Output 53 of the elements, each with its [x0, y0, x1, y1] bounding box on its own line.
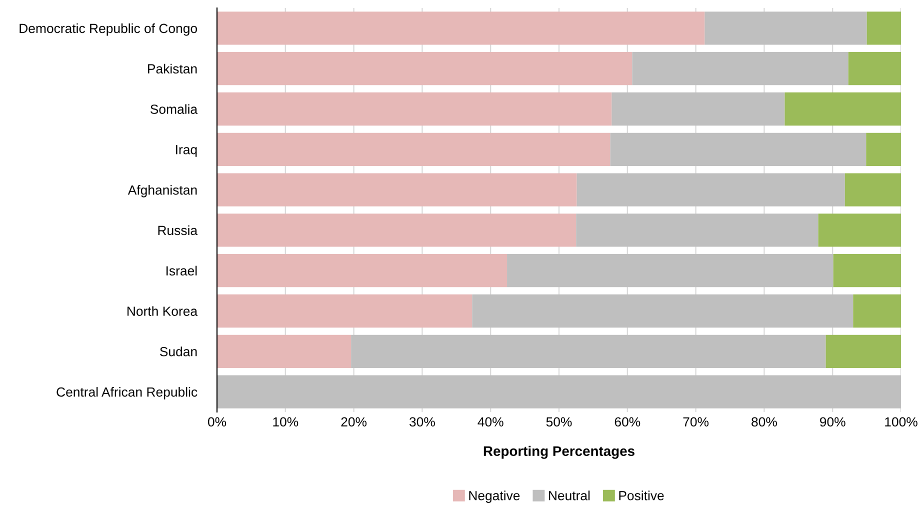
bar	[217, 334, 352, 368]
bar	[632, 52, 848, 86]
bar	[217, 375, 901, 408]
bar	[217, 132, 610, 166]
bar	[576, 173, 845, 206]
bar	[866, 132, 901, 166]
y-tick-label: Afghanistan	[128, 185, 197, 198]
y-tick-label: Central African Republic	[56, 387, 198, 400]
bar	[784, 92, 901, 126]
bar	[217, 254, 508, 288]
y-tick-label: Democratic Republic of Congo	[20, 23, 198, 36]
x-tick-label: 70%	[683, 417, 709, 427]
bar	[217, 294, 472, 328]
x-tick-label: 80%	[752, 417, 777, 427]
bar	[217, 12, 705, 45]
x-tick-label: 30%	[410, 417, 435, 427]
bar	[833, 254, 901, 288]
y-tick-label: Pakistan	[148, 64, 197, 74]
bar	[818, 214, 901, 247]
legend-label: Positive	[619, 490, 664, 500]
y-tick-label: Russia	[158, 225, 198, 236]
bar	[610, 132, 866, 166]
bar	[848, 52, 901, 86]
x-axis-title: Reporting Percentages	[484, 446, 634, 459]
bar	[576, 214, 818, 247]
y-tick-label: Israel	[166, 266, 197, 276]
bar	[217, 92, 612, 126]
bar	[866, 12, 901, 45]
bar	[612, 92, 785, 126]
bar	[472, 294, 854, 328]
bar	[217, 173, 577, 206]
bar	[507, 254, 834, 288]
bar	[853, 294, 901, 328]
x-tick-label: 60%	[614, 417, 640, 427]
bar	[844, 173, 901, 206]
x-tick-label: 0%	[208, 417, 226, 427]
y-tick-label: Somalia	[150, 104, 198, 114]
bar	[704, 12, 867, 45]
y-tick-label: Sudan	[160, 346, 197, 356]
x-tick-label: 100%	[885, 417, 918, 427]
bar	[217, 214, 576, 247]
legend-label: Neutral	[549, 490, 590, 500]
bar	[826, 334, 901, 368]
legend-label: Negative	[469, 490, 520, 503]
bar	[217, 52, 632, 86]
x-tick-label: 40%	[478, 417, 504, 427]
x-tick-label: 50%	[546, 417, 572, 427]
y-tick-label: Iraq	[176, 145, 197, 157]
x-tick-label: 20%	[341, 417, 367, 427]
x-tick-label: 90%	[820, 417, 846, 427]
x-tick-label: 10%	[273, 417, 298, 427]
y-tick-label: North Korea	[128, 306, 198, 316]
bar	[351, 334, 826, 368]
